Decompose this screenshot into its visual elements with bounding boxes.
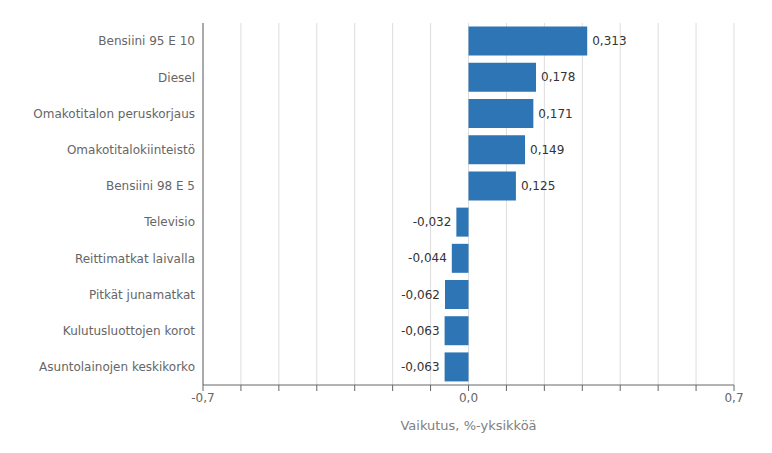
svg-text:Bensiini 98 E 5: Bensiini 98 E 5 (106, 179, 195, 193)
svg-text:0,125: 0,125 (521, 179, 555, 193)
svg-text:Diesel: Diesel (158, 71, 195, 85)
svg-text:-0,044: -0,044 (408, 251, 447, 265)
svg-text:-0,062: -0,062 (401, 288, 440, 302)
svg-text:Televisio: Televisio (143, 215, 195, 229)
svg-text:Omakotitalokiinteistö: Omakotitalokiinteistö (67, 143, 195, 157)
svg-text:Asuntolainojen keskikorko: Asuntolainojen keskikorko (39, 360, 195, 374)
svg-text:0,0: 0,0 (459, 391, 478, 405)
svg-text:Reittimatkat laivalla: Reittimatkat laivalla (75, 252, 195, 266)
svg-text:0,178: 0,178 (541, 70, 575, 84)
svg-text:-0,063: -0,063 (401, 360, 440, 374)
svg-text:0,149: 0,149 (530, 143, 564, 157)
svg-text:-0,032: -0,032 (413, 215, 452, 229)
svg-text:0,7: 0,7 (724, 391, 743, 405)
svg-text:0,313: 0,313 (592, 34, 626, 48)
svg-text:0,171: 0,171 (538, 107, 572, 121)
svg-text:-0,063: -0,063 (401, 324, 440, 338)
svg-text:-0,7: -0,7 (191, 391, 214, 405)
svg-text:Kulutusluottojen korot: Kulutusluottojen korot (63, 324, 195, 338)
svg-text:Bensiini 95 E 10: Bensiini 95 E 10 (98, 34, 195, 48)
svg-text:Omakotitalon peruskorjaus: Omakotitalon peruskorjaus (33, 107, 195, 121)
svg-text:Pitkät junamatkat: Pitkät junamatkat (89, 288, 195, 302)
svg-text:Vaikutus, %-yksikköä: Vaikutus, %-yksikköä (400, 418, 536, 433)
